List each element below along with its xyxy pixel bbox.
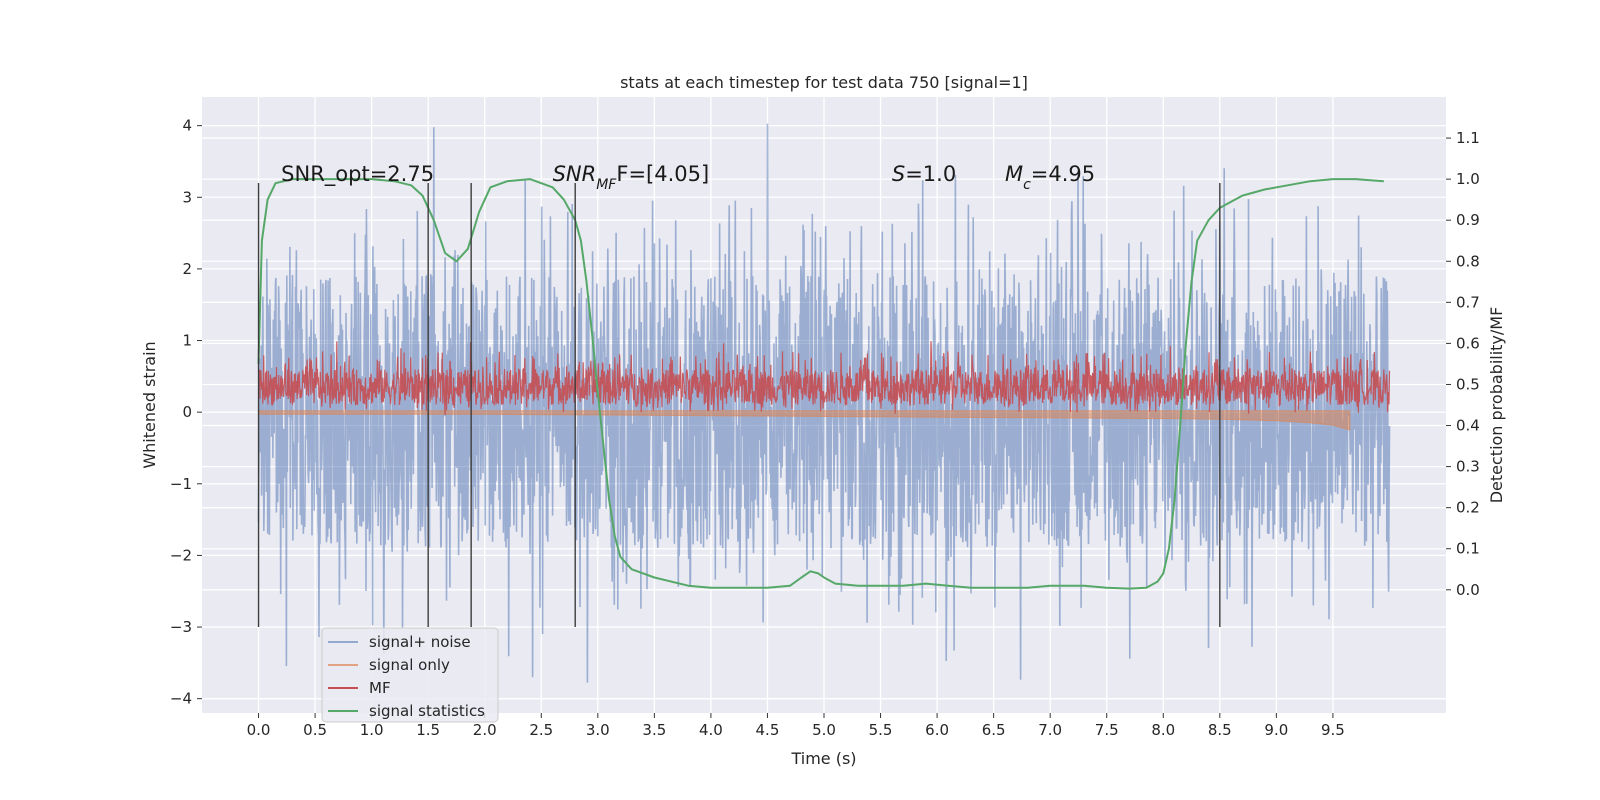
y-tick-label: −4 (170, 690, 192, 708)
x-tick-label: 0.5 (303, 721, 327, 739)
series-layer (257, 123, 1391, 683)
y-tick-label: −3 (170, 618, 192, 636)
y-tick-label: 2 (182, 260, 192, 278)
y-right-tick-label: 0.2 (1456, 499, 1480, 517)
annotation-text: S=1.0 (892, 162, 956, 186)
series-signal-only (258, 410, 1351, 431)
x-axis-label: Time (s) (790, 749, 856, 768)
series-mf (257, 341, 1391, 416)
x-tick-label: 9.0 (1264, 721, 1288, 739)
x-tick-label: 7.0 (1038, 721, 1062, 739)
y-right-tick-label: 0.9 (1456, 211, 1480, 229)
y-tick-label: −2 (170, 546, 192, 564)
series-signal-statistics (257, 178, 1384, 590)
y-right-tick-label: 0.3 (1456, 458, 1480, 476)
y-tick-label: 3 (182, 188, 192, 206)
annotation-text: SNR_opt=2.75 (281, 162, 434, 187)
x-tick-label: 6.0 (925, 721, 949, 739)
y-axis-right-label: Detection probability/MF (1487, 307, 1506, 504)
y-right-tick-label: 0.7 (1456, 293, 1480, 311)
x-tick-label: 9.5 (1321, 721, 1345, 739)
legend-box (321, 627, 499, 723)
y-right-tick-label: 0.4 (1456, 417, 1480, 435)
y-axis-label: Whitened strain (140, 341, 159, 468)
annotation-text: Mc=4.95 (1005, 162, 1095, 193)
x-tick-label: 2.0 (473, 721, 497, 739)
x-tick-label: 8.5 (1208, 721, 1232, 739)
y-tick-label: 1 (182, 332, 192, 350)
x-tick-label: 4.5 (756, 721, 780, 739)
x-tick-label: 8.0 (1151, 721, 1175, 739)
x-tick-label: 5.5 (869, 721, 893, 739)
chart-title: stats at each timestep for test data 750… (620, 73, 1028, 92)
axes-ticks: 0.0 0.5 1.0 1.5 2.0 2.5 3.0 3.5 4.0 4.5 5.0 5.5 6.0 6… (170, 117, 1480, 739)
y-right-tick-label: 0.5 (1456, 375, 1480, 393)
x-tick-label: 2.5 (529, 721, 553, 739)
x-tick-label: 3.5 (642, 721, 666, 739)
y-right-tick-label: 1.1 (1456, 129, 1480, 147)
y-tick-label: 0 (182, 403, 192, 421)
annotation-text: SNRMFF=[4.05] (553, 162, 710, 193)
y-right-tick-label: 1.0 (1456, 170, 1480, 188)
y-tick-label: −1 (170, 475, 192, 493)
legend: signal+ noise signal only MF signal statist… (321, 627, 499, 723)
legend-label: MF (369, 679, 391, 697)
annotations: SNR_opt=2.75 SNRMFF=[4.05] S=1.0 Mc=4.95 (281, 162, 1095, 193)
x-tick-label: 4.0 (699, 721, 723, 739)
y-right-tick-label: 0.1 (1456, 540, 1480, 558)
legend-label: signal statistics (369, 702, 485, 720)
x-tick-label: 7.5 (1095, 721, 1119, 739)
x-tick-label: 3.0 (586, 721, 610, 739)
y-right-tick-label: 0.0 (1456, 581, 1480, 599)
legend-label: signal only (369, 656, 450, 674)
legend-label: signal+ noise (369, 633, 471, 651)
x-tick-label: 0.0 (247, 721, 271, 739)
vertical-lines (257, 182, 1221, 628)
y-tick-label: 4 (182, 117, 192, 135)
x-tick-label: 1.5 (416, 721, 440, 739)
y-right-tick-label: 0.8 (1456, 252, 1480, 270)
x-tick-label: 6.5 (982, 721, 1006, 739)
x-tick-label: 5.0 (812, 721, 836, 739)
x-tick-label: 1.0 (360, 721, 384, 739)
y-right-tick-label: 0.6 (1456, 334, 1480, 352)
